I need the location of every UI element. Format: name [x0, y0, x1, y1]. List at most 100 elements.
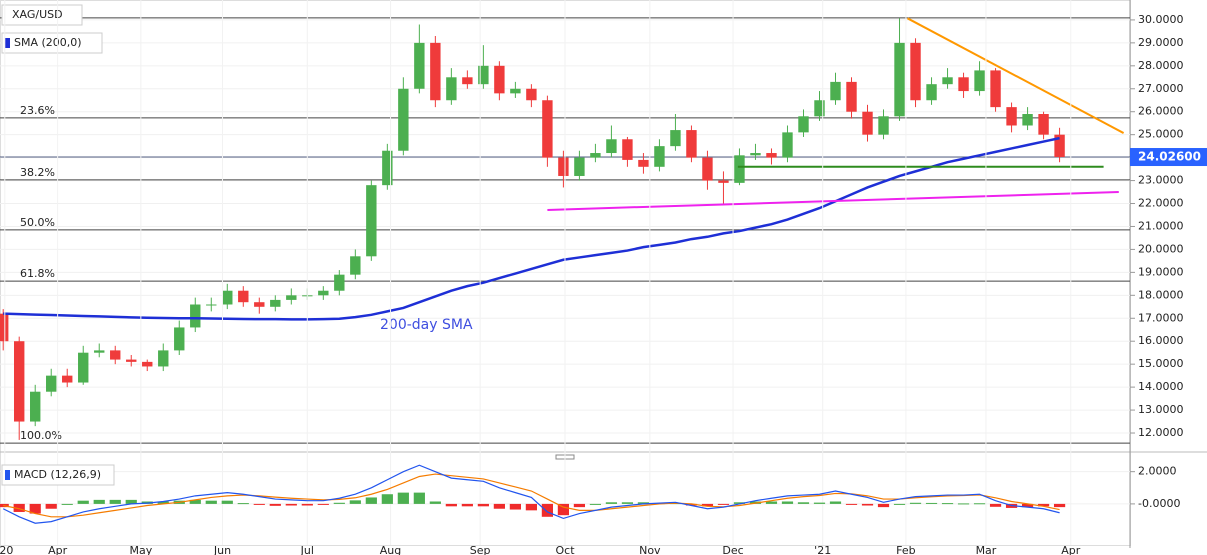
histogram-bar	[733, 502, 746, 504]
histogram-bar	[957, 503, 970, 505]
candle-body	[670, 130, 681, 147]
histogram-bar	[13, 503, 25, 512]
y-tick-label: 25.0000	[1138, 128, 1184, 141]
histogram-bar	[93, 499, 105, 504]
y-tick-label: 2.0000	[1138, 465, 1177, 478]
candle-body	[0, 313, 9, 342]
candle-body	[686, 130, 697, 158]
candle-body	[446, 77, 457, 101]
fib-label: 100.0%	[20, 429, 62, 442]
x-tick-label: Dec	[722, 544, 743, 555]
candle-body	[382, 150, 393, 186]
y-tick-label: 29.0000	[1138, 36, 1184, 49]
candle-body	[574, 157, 585, 176]
candle-body	[558, 157, 569, 176]
y-tick-label: 13.0000	[1138, 403, 1184, 416]
candle-body	[126, 359, 137, 362]
x-tick-label: Apr	[1061, 544, 1081, 555]
candle-body	[1054, 134, 1065, 158]
candle-body	[350, 256, 361, 275]
candle-body	[46, 375, 57, 392]
candle-body	[62, 375, 73, 383]
fib-label: 38.2%	[20, 166, 55, 179]
histogram-bar	[909, 502, 922, 504]
candle-body	[622, 139, 633, 160]
y-tick-label: 21.0000	[1138, 219, 1184, 232]
candle-body	[846, 81, 857, 112]
y-tick-label: 12.0000	[1138, 426, 1184, 439]
candle-body	[318, 290, 329, 296]
histogram-bar	[397, 492, 409, 504]
sma-line	[3, 136, 1060, 321]
y-tick-label: 27.0000	[1138, 82, 1184, 95]
candle-body	[910, 42, 921, 101]
indicator-box	[1, 464, 115, 486]
x-tick-label: '20	[0, 544, 13, 555]
candle-body	[766, 153, 777, 158]
histogram-bar	[621, 502, 634, 504]
histogram-bar	[109, 499, 121, 504]
histogram-bar	[205, 500, 217, 504]
y-tick-label: 20.0000	[1138, 242, 1184, 255]
macd-line	[2, 464, 1060, 524]
fib-label: 50.0%	[20, 216, 55, 229]
histogram-bar	[301, 503, 313, 506]
histogram-bar	[637, 502, 650, 504]
histogram-bar	[925, 502, 938, 504]
candle-body	[942, 77, 953, 85]
candle-body	[1006, 107, 1017, 126]
candle-body	[958, 77, 969, 92]
x-tick-label: Jun	[213, 544, 231, 555]
histogram-bar	[701, 503, 714, 507]
candle-body	[894, 42, 905, 117]
histogram-bar	[157, 501, 169, 504]
histogram-bar	[861, 503, 874, 506]
candle-body	[462, 77, 473, 85]
y-tick-label: 17.0000	[1138, 311, 1184, 324]
histogram-bar	[845, 503, 858, 505]
histogram-bar	[285, 503, 297, 506]
fib-label: 23.6%	[20, 104, 55, 117]
histogram-bar	[797, 502, 810, 504]
histogram-bar	[605, 502, 618, 504]
histogram-bar	[253, 503, 265, 505]
indicator-box	[1, 32, 103, 54]
candle-body	[430, 42, 441, 101]
histogram-bar	[445, 503, 457, 507]
candle-body	[590, 153, 601, 158]
histogram-bar	[573, 503, 586, 508]
histogram-bar	[29, 503, 41, 514]
histogram-bar	[381, 494, 393, 504]
candle-body	[254, 302, 265, 307]
histogram-bar	[333, 502, 345, 504]
candle-body	[414, 42, 425, 89]
candle-body	[1022, 114, 1033, 126]
y-tick-label: 18.0000	[1138, 288, 1184, 301]
histogram-bar	[685, 503, 698, 506]
candle-body	[110, 350, 121, 360]
histogram-bar	[781, 501, 794, 504]
histogram-bar	[237, 503, 249, 505]
candle-body	[526, 88, 537, 101]
histogram-bar	[989, 503, 1002, 507]
candle-body	[830, 81, 841, 101]
histogram-bar	[493, 503, 505, 509]
symbol-title: XAG/USD	[12, 8, 63, 21]
candle-body	[702, 157, 713, 181]
x-tick-label: Oct	[555, 544, 575, 555]
candle-body	[270, 299, 281, 307]
candle-body	[142, 361, 153, 367]
x-tick-label: Nov	[639, 544, 661, 555]
histogram-bar	[221, 500, 233, 504]
candle-body	[14, 341, 25, 422]
y-tick-label: 26.0000	[1138, 105, 1184, 118]
candle-body	[78, 352, 89, 383]
candle-body	[862, 111, 873, 135]
candle-body	[718, 180, 729, 183]
y-tick-label: 14.0000	[1138, 380, 1184, 393]
candle-body	[494, 65, 505, 94]
candle-body	[878, 116, 889, 135]
indicator-swatch	[5, 38, 10, 48]
